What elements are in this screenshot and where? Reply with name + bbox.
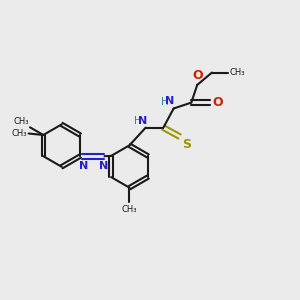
Text: H: H xyxy=(161,97,169,107)
Text: CH₃: CH₃ xyxy=(12,129,27,138)
Text: H: H xyxy=(134,116,141,126)
Text: N: N xyxy=(137,116,147,126)
Text: N: N xyxy=(79,161,88,172)
Text: N: N xyxy=(165,96,175,106)
Text: CH₃: CH₃ xyxy=(122,205,137,214)
Text: CH₃: CH₃ xyxy=(230,68,245,77)
Text: CH₃: CH₃ xyxy=(13,117,28,126)
Text: S: S xyxy=(182,138,191,151)
Text: N: N xyxy=(99,161,108,172)
Text: O: O xyxy=(193,69,203,82)
Text: O: O xyxy=(212,95,223,109)
